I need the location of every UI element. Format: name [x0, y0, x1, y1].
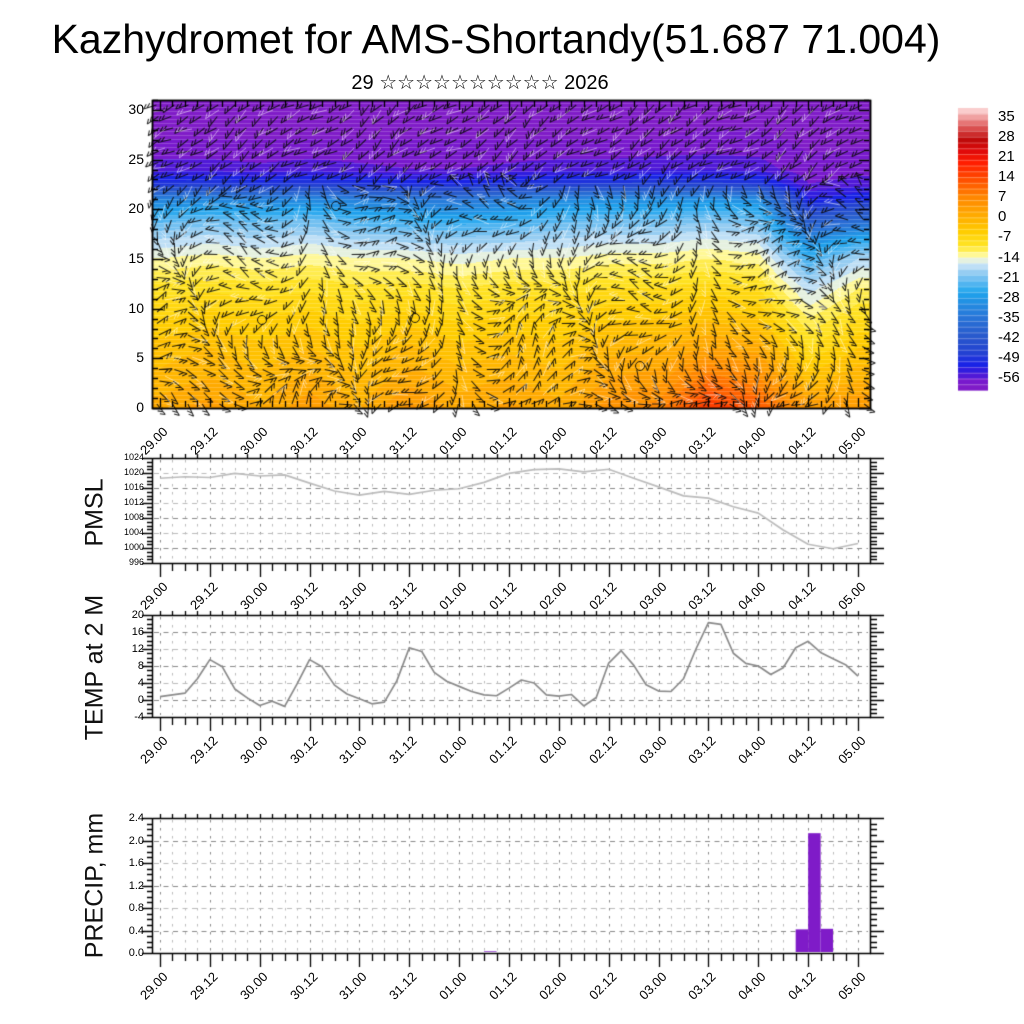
height-tick-label: 5 [136, 349, 144, 366]
value-tick-label: 4 [137, 677, 144, 689]
value-tick-label: 0.8 [128, 902, 144, 914]
value-tick-label: 1016 [123, 482, 144, 492]
value-tick-label: 20 [131, 609, 144, 621]
colorbar-tick-label: 35 [998, 107, 1015, 125]
value-tick-label: 1000 [123, 542, 144, 552]
value-tick-label: 1.2 [128, 879, 144, 892]
value-tick-label: 996 [128, 557, 144, 567]
value-tick-label: 1024 [123, 452, 144, 462]
value-tick-label: 1012 [123, 497, 144, 507]
value-tick-label: -4 [134, 711, 144, 723]
colorbar-tick-label: -56 [998, 369, 1020, 387]
colorbar-tick-label: -7 [998, 228, 1012, 246]
colorbar-tick-label: 7 [998, 188, 1007, 206]
height-tick-label: 20 [128, 200, 144, 217]
colorbar-tick-label: 21 [998, 147, 1015, 165]
height-tick-label: 25 [128, 150, 144, 167]
height-tick-label: 0 [136, 399, 144, 415]
colorbar-tick-label: -14 [998, 248, 1020, 266]
value-tick-label: 2.4 [128, 812, 144, 824]
colorbar-tick-label: -28 [998, 288, 1020, 306]
value-tick-label: 2.0 [128, 834, 144, 847]
date-subtitle: 29 ☆☆☆☆☆☆☆☆☆☆ 2026 [351, 72, 609, 94]
value-tick-label: 0.4 [128, 924, 144, 937]
value-tick-label: 1.6 [128, 857, 144, 869]
colorbar-tick-label: -49 [998, 349, 1020, 367]
colorbar-tick-label: 28 [998, 127, 1015, 145]
page-title: Kazhydromet for AMS-Shortandy(51.687 71.… [51, 16, 941, 62]
colorbar-tick-label: 0 [998, 208, 1007, 226]
value-tick-label: 1008 [123, 512, 144, 522]
height-tick-label: 15 [128, 249, 144, 266]
value-tick-label: 0.0 [128, 947, 144, 959]
colorbar-tick-label: -35 [998, 309, 1020, 327]
value-tick-label: 12 [131, 643, 144, 655]
colorbar-tick-label: -42 [998, 329, 1020, 347]
value-tick-label: 1020 [123, 467, 144, 477]
value-tick-label: 1004 [123, 527, 144, 537]
height-tick-label: 30 [128, 100, 144, 117]
value-tick-label: 8 [137, 660, 144, 672]
colorbar-tick-label: -21 [998, 268, 1020, 286]
colorbar-tick-label: 14 [998, 168, 1015, 186]
value-tick-label: 16 [131, 626, 144, 638]
value-tick-label: 0 [137, 694, 144, 706]
height-tick-label: 10 [128, 299, 144, 316]
